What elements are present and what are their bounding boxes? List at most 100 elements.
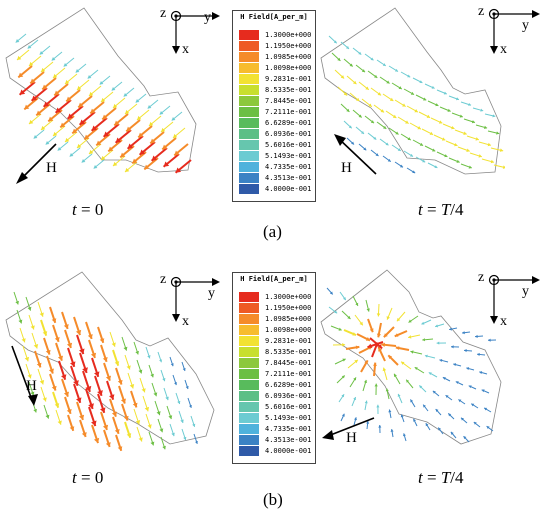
legend-value: 1.1950e+000 bbox=[265, 41, 312, 50]
field-arrowhead bbox=[395, 131, 399, 135]
field-arrowhead bbox=[30, 78, 36, 84]
caption-div: /4 bbox=[450, 468, 464, 487]
field-arrowhead bbox=[502, 165, 505, 169]
caption-t: t bbox=[72, 200, 77, 219]
field-arrowhead bbox=[402, 103, 406, 107]
field-arrowhead bbox=[463, 131, 467, 135]
field-arrowhead bbox=[340, 75, 345, 79]
h-direction-arrow bbox=[11, 345, 38, 406]
field-arrowhead bbox=[435, 409, 439, 413]
legend-value: 4.7335e-001 bbox=[265, 424, 312, 433]
field-arrowhead bbox=[69, 153, 74, 157]
rotor-outline bbox=[320, 269, 502, 445]
legend-swatch bbox=[239, 423, 259, 434]
field-arrowhead bbox=[400, 414, 404, 418]
field-arrowhead bbox=[39, 380, 45, 385]
legend-value: 1.1950e+000 bbox=[265, 303, 312, 312]
field-arrowhead bbox=[329, 291, 333, 295]
field-arrowhead bbox=[60, 122, 66, 128]
field-arrowhead bbox=[361, 131, 365, 134]
field-arrowhead bbox=[342, 343, 346, 347]
field-arrowhead bbox=[27, 306, 32, 311]
legend-swatch bbox=[239, 445, 259, 456]
field-arrowhead bbox=[144, 164, 150, 170]
field-arrowhead bbox=[88, 91, 94, 96]
field-arrowhead bbox=[76, 85, 82, 90]
field-arrowhead bbox=[341, 413, 345, 417]
field-arrowhead bbox=[28, 119, 34, 124]
legend-swatch bbox=[239, 368, 259, 379]
field-arrowhead bbox=[342, 358, 346, 362]
field-arrowhead bbox=[436, 341, 440, 345]
field-arrowhead bbox=[102, 424, 109, 430]
field-arrowhead bbox=[126, 433, 132, 438]
field-arrowhead bbox=[376, 404, 380, 408]
h-direction-arrow bbox=[16, 143, 57, 184]
field-arrowhead bbox=[102, 356, 108, 362]
field-arrowhead bbox=[423, 97, 427, 101]
field-arrowhead bbox=[81, 432, 87, 437]
field-arrowhead bbox=[150, 138, 156, 144]
field-arrowhead bbox=[460, 417, 464, 421]
legend-swatch bbox=[239, 161, 259, 172]
field-arrowhead bbox=[346, 46, 350, 49]
field-arrowhead bbox=[52, 73, 58, 78]
legend-entry: 7.2111e-001 bbox=[239, 106, 311, 117]
field-arrowhead bbox=[444, 154, 448, 158]
legend-value: 7.2111e-001 bbox=[265, 107, 312, 116]
field-arrowhead bbox=[81, 159, 86, 163]
legend-value: 1.3000e+000 bbox=[265, 292, 312, 301]
field-arrowhead bbox=[375, 153, 379, 156]
field-arrowhead bbox=[374, 74, 378, 78]
field-arrowhead bbox=[105, 442, 111, 447]
field-arrowhead bbox=[395, 68, 399, 72]
h-label: H bbox=[46, 160, 57, 176]
field-arrowhead bbox=[412, 170, 416, 174]
field-arrowhead bbox=[171, 432, 175, 437]
legend-value: 1.0098e+000 bbox=[265, 63, 312, 72]
field-arrowhead bbox=[132, 402, 138, 408]
field-arrowhead bbox=[135, 420, 141, 425]
field-arrowhead bbox=[15, 39, 20, 43]
field-arrowhead bbox=[363, 379, 368, 384]
field-arrowhead bbox=[175, 167, 182, 173]
field-arrowhead bbox=[36, 110, 42, 116]
field-arrowhead bbox=[96, 140, 102, 146]
axis-x-label: x bbox=[182, 42, 189, 57]
field-arrowhead bbox=[97, 390, 103, 396]
legend-swatch bbox=[239, 51, 259, 62]
field-arrowhead bbox=[374, 383, 378, 387]
field-arrowhead bbox=[138, 369, 143, 374]
field-arrowhead bbox=[414, 367, 418, 370]
legend-entry: 4.3513e-001 bbox=[239, 434, 311, 445]
legend-entry: 6.0936e-001 bbox=[239, 390, 311, 401]
legend-swatch bbox=[239, 73, 259, 84]
field-arrowhead bbox=[126, 365, 131, 370]
field-arrowhead bbox=[337, 57, 341, 61]
legend-swatch bbox=[239, 401, 259, 412]
field-plot-b-t0 bbox=[5, 271, 215, 452]
field-arrowhead bbox=[353, 80, 357, 85]
field-arrowhead bbox=[459, 114, 463, 118]
field-arrowhead bbox=[445, 395, 449, 398]
caption-t4: t = T/4 bbox=[418, 468, 464, 488]
legend-value: 7.8445e-001 bbox=[265, 358, 312, 367]
field-arrowhead bbox=[429, 131, 434, 135]
field-arrowhead bbox=[496, 131, 500, 135]
axes-indicator: z y x bbox=[160, 6, 230, 58]
field-arrowhead bbox=[466, 367, 470, 371]
field-arrowhead bbox=[388, 355, 393, 360]
field-arrowhead bbox=[373, 362, 377, 367]
field-arrowhead bbox=[129, 384, 135, 389]
field-arrowhead bbox=[338, 327, 342, 331]
field-arrowhead bbox=[144, 406, 150, 412]
field-arrowhead bbox=[422, 338, 425, 342]
field-arrowhead bbox=[79, 119, 86, 125]
field-arrowhead bbox=[364, 400, 368, 404]
field-arrowhead bbox=[55, 107, 62, 113]
caption-div: /4 bbox=[450, 200, 464, 219]
field-arrowhead bbox=[127, 143, 134, 149]
field-arrowhead bbox=[435, 103, 439, 107]
axis-y-label: y bbox=[208, 286, 215, 301]
h-direction-arrow bbox=[322, 417, 375, 440]
